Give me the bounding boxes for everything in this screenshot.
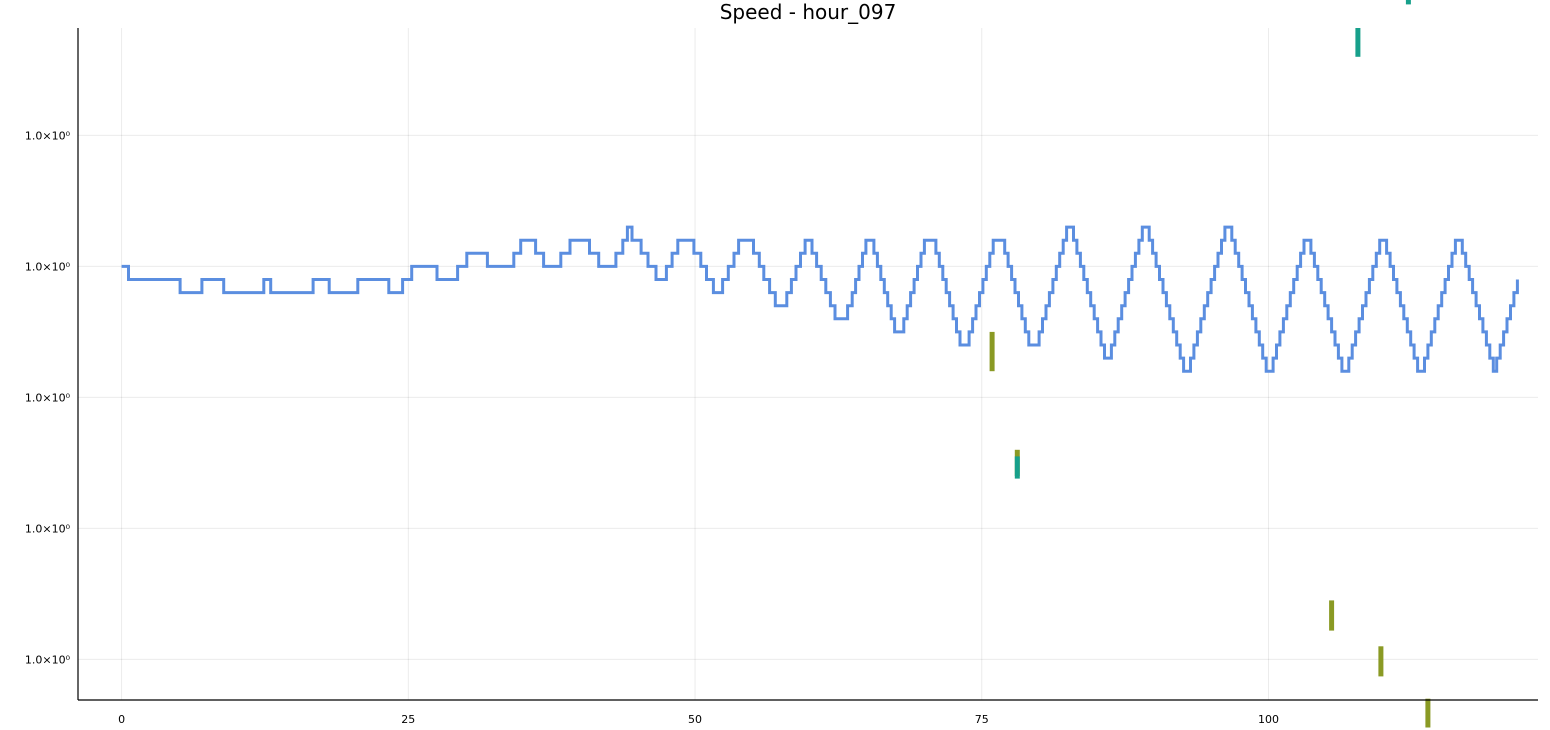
x-tick-labels: 0 25 50 75 100 (118, 713, 1279, 726)
y-tick-label: 1.0×10⁰ (25, 129, 71, 142)
series-layer (121, 0, 1519, 728)
y-tick-label: 1.0×10⁰ (25, 653, 71, 666)
grid (78, 28, 1538, 700)
y-tick-labels: 1.0×10⁰ 1.0×10⁰ 1.0×10⁰ 1.0×10⁰ 1.0×10⁰ (25, 129, 71, 666)
y-tick-label: 1.0×10⁰ (25, 522, 71, 535)
x-tick-label: 50 (688, 713, 702, 726)
series-line-main (121, 225, 1519, 373)
x-tick-label: 75 (975, 713, 989, 726)
y-tick-label: 1.0×10⁰ (25, 391, 71, 404)
x-tick-label: 100 (1258, 713, 1279, 726)
chart-title: Speed - hour_097 (720, 0, 897, 24)
x-tick-label: 25 (401, 713, 415, 726)
y-tick-label: 1.0×10⁰ (25, 260, 71, 273)
x-tick-label: 0 (118, 713, 125, 726)
